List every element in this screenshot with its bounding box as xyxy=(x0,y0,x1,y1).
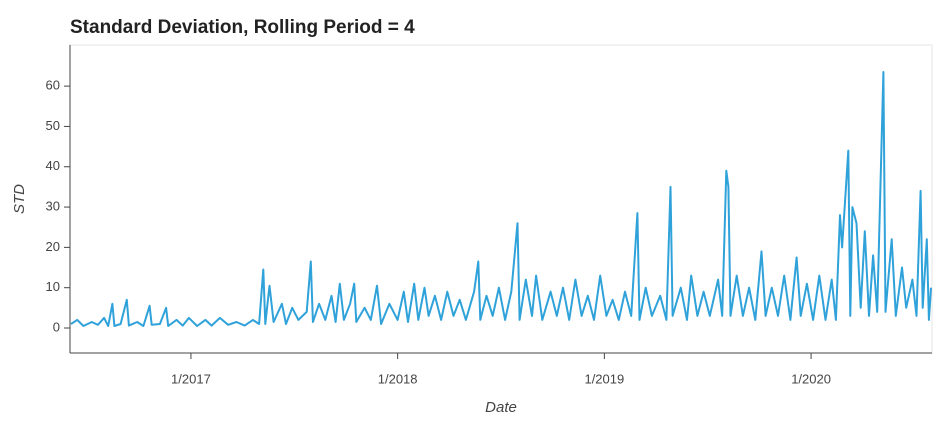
chart-title: Standard Deviation, Rolling Period = 4 xyxy=(70,17,415,38)
y-tick-label: 0 xyxy=(53,319,60,334)
x-tick-label: 1/2019 xyxy=(584,371,624,386)
x-tick-label: 1/2018 xyxy=(378,371,418,386)
x-tick-label: 1/2017 xyxy=(171,371,211,386)
y-tick-label: 60 xyxy=(46,78,60,93)
y-tick-label: 20 xyxy=(46,239,60,254)
x-tick-label: 1/2020 xyxy=(791,371,831,386)
y-axis-label: STD xyxy=(11,184,28,214)
y-tick-label: 40 xyxy=(46,158,60,173)
data-line xyxy=(70,71,932,327)
y-tick-label: 30 xyxy=(46,199,60,214)
y-tick-label: 50 xyxy=(46,118,60,133)
x-axis-label: Date xyxy=(485,399,517,416)
y-tick-label: 10 xyxy=(46,279,60,294)
